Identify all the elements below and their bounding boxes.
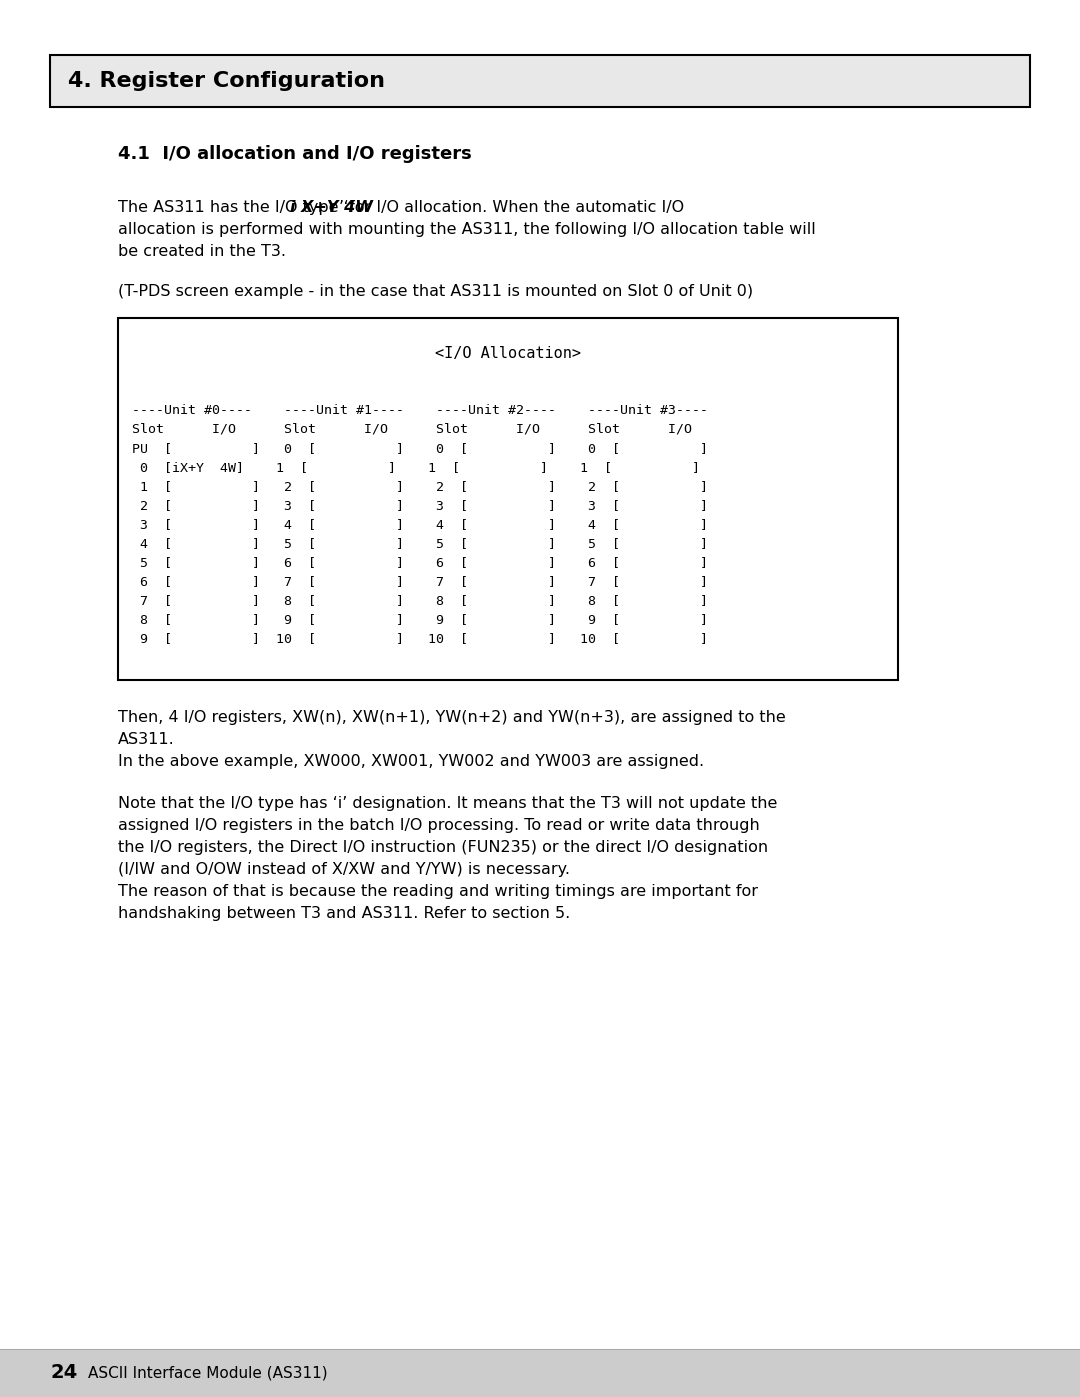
- Text: 4.1  I/O allocation and I/O registers: 4.1 I/O allocation and I/O registers: [118, 145, 472, 163]
- Text: handshaking between T3 and AS311. Refer to section 5.: handshaking between T3 and AS311. Refer …: [118, 907, 570, 921]
- Text: 7  [          ]   8  [          ]    8  [          ]    8  [          ]: 7 [ ] 8 [ ] 8 [ ] 8 [ ]: [132, 594, 708, 608]
- Text: 4. Register Configuration: 4. Register Configuration: [68, 71, 384, 91]
- Text: <I/O Allocation>: <I/O Allocation>: [435, 346, 581, 360]
- Text: PU  [          ]   0  [          ]    0  [          ]    0  [          ]: PU [ ] 0 [ ] 0 [ ] 0 [ ]: [132, 441, 708, 455]
- Text: be created in the T3.: be created in the T3.: [118, 244, 286, 258]
- Text: allocation is performed with mounting the AS311, the following I/O allocation ta: allocation is performed with mounting th…: [118, 222, 815, 237]
- FancyBboxPatch shape: [50, 54, 1030, 108]
- Text: ----Unit #0----    ----Unit #1----    ----Unit #2----    ----Unit #3----: ----Unit #0---- ----Unit #1---- ----Unit…: [132, 404, 708, 416]
- Text: 2  [          ]   3  [          ]    3  [          ]    3  [          ]: 2 [ ] 3 [ ] 3 [ ] 3 [ ]: [132, 499, 708, 511]
- Text: (I/IW and O/OW instead of X/XW and Y/YW) is necessary.: (I/IW and O/OW instead of X/XW and Y/YW)…: [118, 862, 570, 877]
- Text: 4  [          ]   5  [          ]    5  [          ]    5  [          ]: 4 [ ] 5 [ ] 5 [ ] 5 [ ]: [132, 536, 708, 550]
- Text: In the above example, XW000, XW001, YW002 and YW003 are assigned.: In the above example, XW000, XW001, YW00…: [118, 754, 704, 768]
- Text: (T-PDS screen example - in the case that AS311 is mounted on Slot 0 of Unit 0): (T-PDS screen example - in the case that…: [118, 284, 753, 299]
- Text: 9  [          ]  10  [          ]   10  [          ]   10  [          ]: 9 [ ] 10 [ ] 10 [ ] 10 [ ]: [132, 631, 708, 645]
- Text: assigned I/O registers in the batch I/O processing. To read or write data throug: assigned I/O registers in the batch I/O …: [118, 819, 759, 833]
- Text: ’ for I/O allocation. When the automatic I/O: ’ for I/O allocation. When the automatic…: [339, 200, 685, 215]
- FancyBboxPatch shape: [0, 1350, 1080, 1397]
- Text: Slot      I/O      Slot      I/O      Slot      I/O      Slot      I/O: Slot I/O Slot I/O Slot I/O Slot I/O: [132, 423, 692, 436]
- FancyBboxPatch shape: [118, 319, 897, 680]
- Text: The reason of that is because the reading and writing timings are important for: The reason of that is because the readin…: [118, 884, 758, 900]
- Text: ASCII Interface Module (AS311): ASCII Interface Module (AS311): [87, 1365, 327, 1380]
- Text: i X+Y 4W: i X+Y 4W: [291, 200, 373, 215]
- Text: 24: 24: [50, 1363, 78, 1383]
- Text: the I/O registers, the Direct I/O instruction (FUN235) or the direct I/O designa: the I/O registers, the Direct I/O instru…: [118, 840, 768, 855]
- Text: 6  [          ]   7  [          ]    7  [          ]    7  [          ]: 6 [ ] 7 [ ] 7 [ ] 7 [ ]: [132, 576, 708, 588]
- Text: 3  [          ]   4  [          ]    4  [          ]    4  [          ]: 3 [ ] 4 [ ] 4 [ ] 4 [ ]: [132, 518, 708, 531]
- Text: 1  [          ]   2  [          ]    2  [          ]    2  [          ]: 1 [ ] 2 [ ] 2 [ ] 2 [ ]: [132, 481, 708, 493]
- Text: 5  [          ]   6  [          ]    6  [          ]    6  [          ]: 5 [ ] 6 [ ] 6 [ ] 6 [ ]: [132, 556, 708, 569]
- Text: The AS311 has the I/O type ‘: The AS311 has the I/O type ‘: [118, 200, 349, 215]
- Text: AS311.: AS311.: [118, 732, 175, 747]
- Text: 0  [iX+Y  4W]    1  [          ]    1  [          ]    1  [          ]: 0 [iX+Y 4W] 1 [ ] 1 [ ] 1 [ ]: [132, 461, 700, 474]
- Text: Then, 4 I/O registers, XW(n), XW(n+1), YW(n+2) and YW(n+3), are assigned to the: Then, 4 I/O registers, XW(n), XW(n+1), Y…: [118, 710, 786, 725]
- Text: 8  [          ]   9  [          ]    9  [          ]    9  [          ]: 8 [ ] 9 [ ] 9 [ ] 9 [ ]: [132, 613, 708, 626]
- Text: Note that the I/O type has ‘i’ designation. It means that the T3 will not update: Note that the I/O type has ‘i’ designati…: [118, 796, 778, 812]
